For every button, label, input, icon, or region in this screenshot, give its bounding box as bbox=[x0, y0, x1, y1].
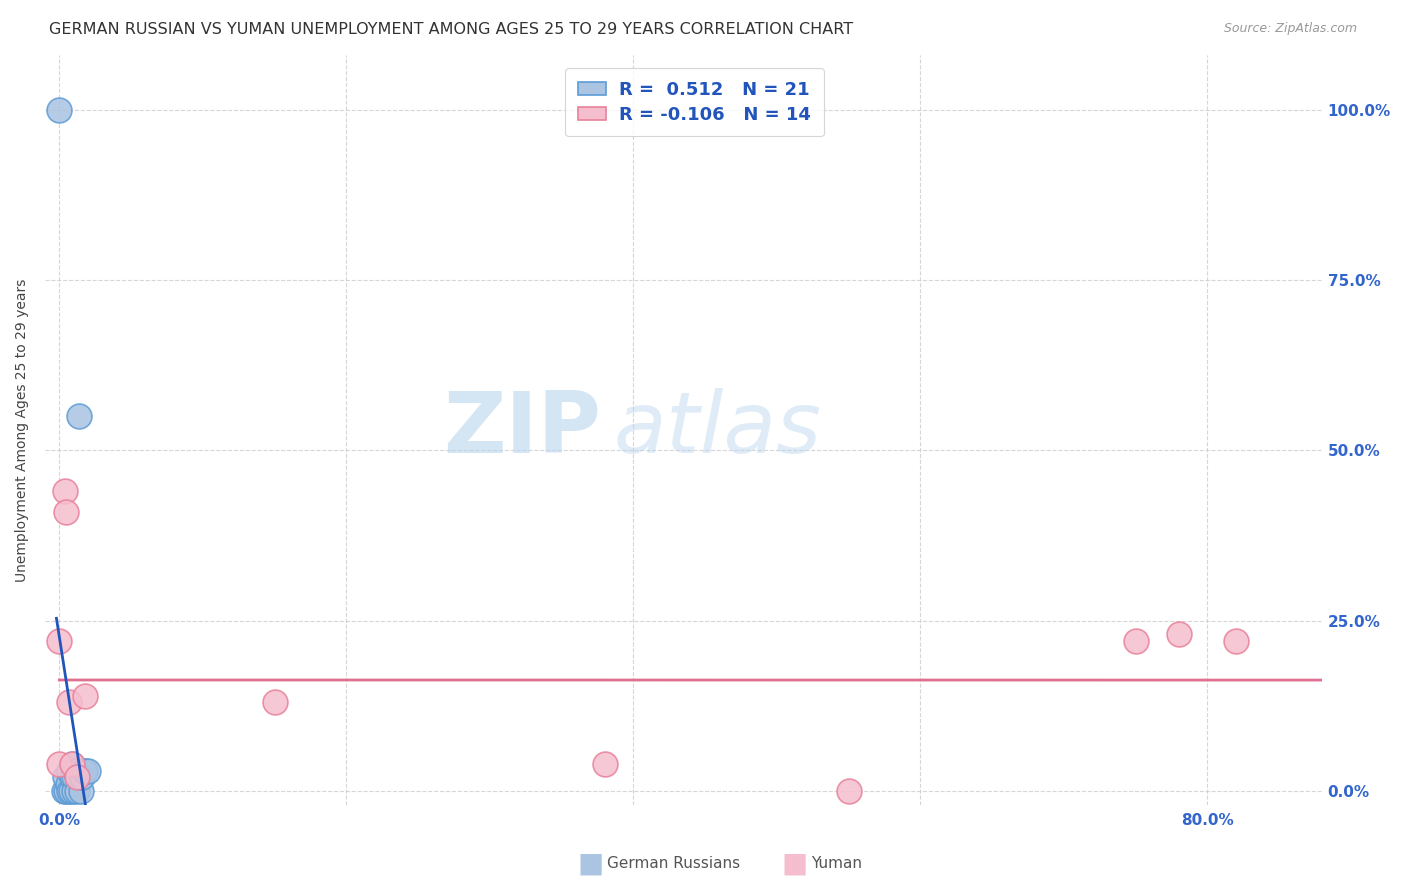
Point bbox=[53, 770, 76, 784]
Point bbox=[66, 770, 89, 784]
Point bbox=[58, 784, 80, 798]
Point bbox=[1225, 634, 1247, 648]
Point bbox=[60, 756, 83, 771]
Text: ZIP: ZIP bbox=[443, 388, 600, 471]
Legend: R =  0.512   N = 21, R = -0.106   N = 14: R = 0.512 N = 21, R = -0.106 N = 14 bbox=[565, 68, 824, 136]
Point bbox=[263, 695, 285, 709]
Point bbox=[593, 756, 616, 771]
Point bbox=[58, 764, 80, 778]
Point bbox=[60, 770, 83, 784]
Point bbox=[67, 409, 90, 424]
Point bbox=[55, 784, 77, 798]
Point bbox=[63, 764, 86, 778]
Point bbox=[55, 505, 77, 519]
Point bbox=[60, 756, 83, 771]
Point bbox=[1125, 634, 1147, 648]
Point bbox=[75, 689, 97, 703]
Point bbox=[52, 784, 75, 798]
Point bbox=[65, 770, 87, 784]
Point bbox=[48, 756, 70, 771]
Point bbox=[62, 770, 84, 784]
Text: Source: ZipAtlas.com: Source: ZipAtlas.com bbox=[1223, 22, 1357, 36]
Text: ■: ■ bbox=[578, 849, 603, 878]
Point bbox=[838, 784, 860, 798]
Point bbox=[77, 764, 100, 778]
Text: ■: ■ bbox=[782, 849, 807, 878]
Point bbox=[73, 764, 96, 778]
Point bbox=[75, 764, 97, 778]
Point bbox=[59, 784, 82, 798]
Point bbox=[62, 784, 84, 798]
Point bbox=[56, 777, 79, 791]
Y-axis label: Unemployment Among Ages 25 to 29 years: Unemployment Among Ages 25 to 29 years bbox=[15, 278, 30, 582]
Point bbox=[48, 634, 70, 648]
Text: German Russians: German Russians bbox=[607, 856, 741, 871]
Point bbox=[1167, 627, 1189, 641]
Point bbox=[48, 103, 70, 117]
Text: Yuman: Yuman bbox=[811, 856, 862, 871]
Text: GERMAN RUSSIAN VS YUMAN UNEMPLOYMENT AMONG AGES 25 TO 29 YEARS CORRELATION CHART: GERMAN RUSSIAN VS YUMAN UNEMPLOYMENT AMO… bbox=[49, 22, 853, 37]
Point bbox=[65, 784, 87, 798]
Point bbox=[53, 484, 76, 499]
Point bbox=[58, 695, 80, 709]
Point bbox=[70, 784, 93, 798]
Point bbox=[72, 770, 94, 784]
Text: atlas: atlas bbox=[613, 388, 821, 471]
